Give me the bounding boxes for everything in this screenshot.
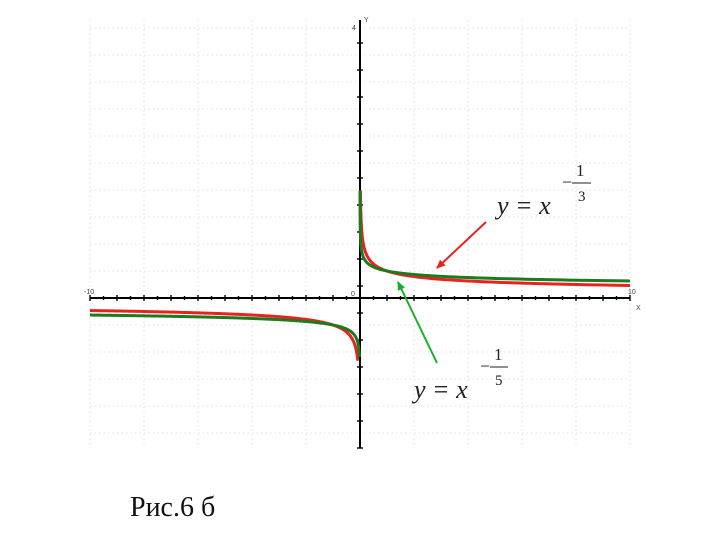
series-1-pointer-arrow bbox=[436, 221, 487, 269]
pointer-arrows bbox=[397, 221, 487, 364]
series-1-equation: y = x − 1 3 bbox=[494, 161, 591, 220]
y-axis-label: Y bbox=[364, 17, 369, 24]
series-2-equation-numerator: 1 bbox=[494, 345, 503, 364]
series-1-equation-minus: − bbox=[562, 172, 572, 192]
series-1-equation-numerator: 1 bbox=[576, 161, 585, 180]
curves bbox=[89, 190, 631, 361]
figure-caption: Рис.6 б bbox=[130, 492, 216, 523]
series-2-equation: y = x − 1 5 bbox=[411, 345, 508, 404]
x-min-label: -10 bbox=[84, 289, 94, 296]
origin-label: 0 bbox=[351, 291, 355, 298]
x-max-label: 10 bbox=[628, 289, 636, 296]
series-2-line-positive bbox=[358, 190, 631, 283]
series-2-equation-minus: − bbox=[480, 356, 490, 376]
axis-ticks bbox=[89, 42, 631, 449]
series-1-line-negative bbox=[89, 309, 360, 361]
series-2-line-negative bbox=[89, 313, 361, 358]
x-axis-label: X bbox=[636, 305, 641, 312]
equation-labels: y = x − 1 3 y = x − 1 5 bbox=[411, 161, 591, 404]
series-1-equation-denominator: 3 bbox=[578, 189, 586, 205]
series-2-equation-lhs: y = x bbox=[411, 375, 468, 404]
series-2-pointer-arrow bbox=[397, 281, 438, 364]
series-2-equation-denominator: 5 bbox=[495, 373, 503, 389]
series-1-equation-lhs: y = x bbox=[494, 191, 551, 220]
y-max-label: 4 bbox=[352, 25, 356, 32]
